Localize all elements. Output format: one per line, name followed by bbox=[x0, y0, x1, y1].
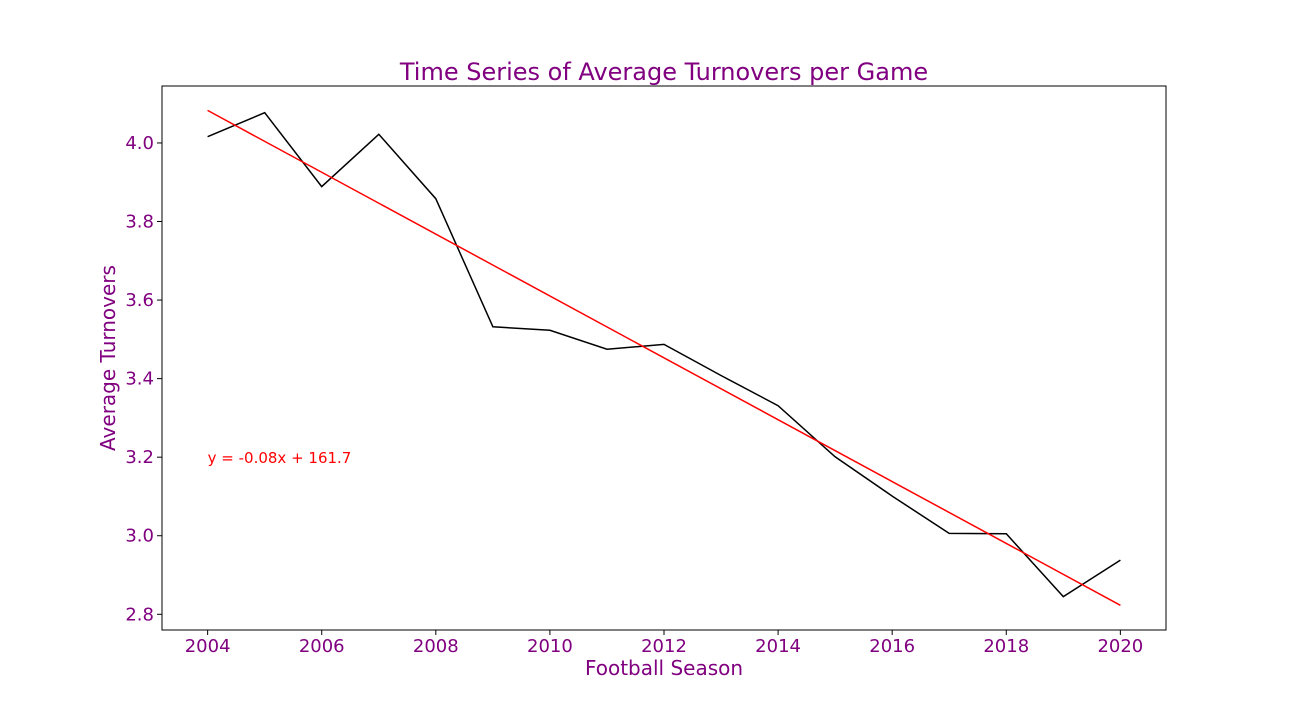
y-tick-label: 2.8 bbox=[125, 604, 154, 625]
x-tick-label: 2008 bbox=[413, 636, 459, 657]
y-tick-label: 3.4 bbox=[125, 369, 154, 390]
plot-area: 2004 2006 2008 2010 2012 2014 2016 2018 2020 2.8 3… bbox=[125, 110, 1143, 657]
x-tick-label: 2018 bbox=[983, 636, 1029, 657]
trendline-equation: y = -0.08x + 161.7 bbox=[208, 449, 352, 467]
chart-title: Time Series of Average Turnovers per Gam… bbox=[399, 58, 928, 86]
x-tick-label: 2012 bbox=[641, 636, 687, 657]
y-tick-label: 3.8 bbox=[125, 212, 154, 233]
y-axis-label: Average Turnovers bbox=[96, 265, 120, 451]
x-axis-label: Football Season bbox=[585, 656, 743, 680]
x-tick-label: 2016 bbox=[869, 636, 915, 657]
y-tick-label: 3.2 bbox=[125, 447, 154, 468]
x-tick-label: 2020 bbox=[1097, 636, 1143, 657]
y-tick-label: 4.0 bbox=[125, 133, 154, 154]
series-line-trend bbox=[208, 110, 1121, 605]
y-tick-label: 3.0 bbox=[125, 526, 154, 547]
x-tick-label: 2006 bbox=[299, 636, 345, 657]
x-tick-label: 2004 bbox=[185, 636, 231, 657]
x-tick-label: 2014 bbox=[755, 636, 801, 657]
x-tick-label: 2010 bbox=[527, 636, 573, 657]
y-tick-label: 3.6 bbox=[125, 290, 154, 311]
